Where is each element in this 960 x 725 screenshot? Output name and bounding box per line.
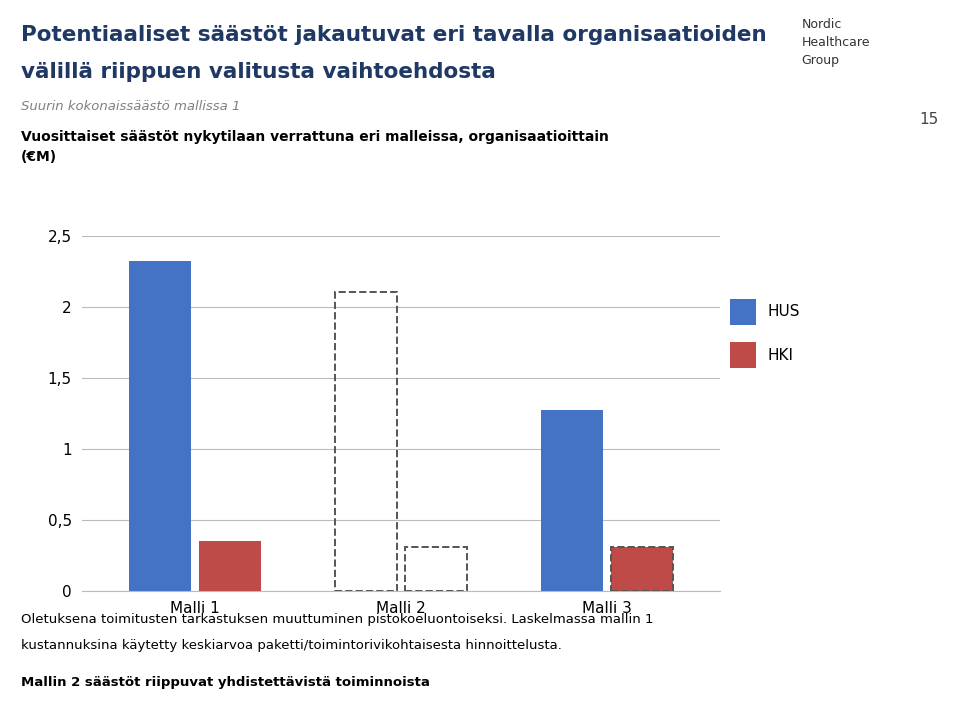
Bar xyxy=(730,299,756,325)
Bar xyxy=(611,547,673,591)
Text: Nordic
Healthcare
Group: Nordic Healthcare Group xyxy=(802,18,870,67)
Text: kustannuksina käytetty keskiarvoa paketti/toimintorivikohtaisesta hinnoittelusta: kustannuksina käytetty keskiarvoa pakett… xyxy=(21,639,562,652)
Text: HUS: HUS xyxy=(767,304,800,319)
Bar xyxy=(540,410,603,591)
Text: HKI: HKI xyxy=(767,348,793,362)
Text: Oletuksena toimitusten tarkastuksen muuttuminen pistokoeluontoiseksi. Laskelmass: Oletuksena toimitusten tarkastuksen muut… xyxy=(21,613,654,626)
Text: 15: 15 xyxy=(920,112,939,128)
Text: välillä riippuen valitusta vaihtoehdosta: välillä riippuen valitusta vaihtoehdosta xyxy=(21,62,496,82)
Bar xyxy=(730,342,756,368)
Bar xyxy=(405,547,467,591)
Bar xyxy=(129,261,191,591)
Text: Mallin 2 säästöt riippuvat yhdistettävistä toiminnoista: Mallin 2 säästöt riippuvat yhdistettävis… xyxy=(21,676,430,689)
Text: Vuosittaiset säästöt nykytilaan verrattuna eri malleissa, organisaatioittain
(€M: Vuosittaiset säästöt nykytilaan verrattu… xyxy=(21,130,609,164)
Text: Suurin kokonaissäästö mallissa 1: Suurin kokonaissäästö mallissa 1 xyxy=(21,100,241,113)
Text: Potentiaaliset säästöt jakautuvat eri tavalla organisaatioiden: Potentiaaliset säästöt jakautuvat eri ta… xyxy=(21,25,767,46)
Bar xyxy=(335,292,396,591)
Bar xyxy=(199,541,261,591)
